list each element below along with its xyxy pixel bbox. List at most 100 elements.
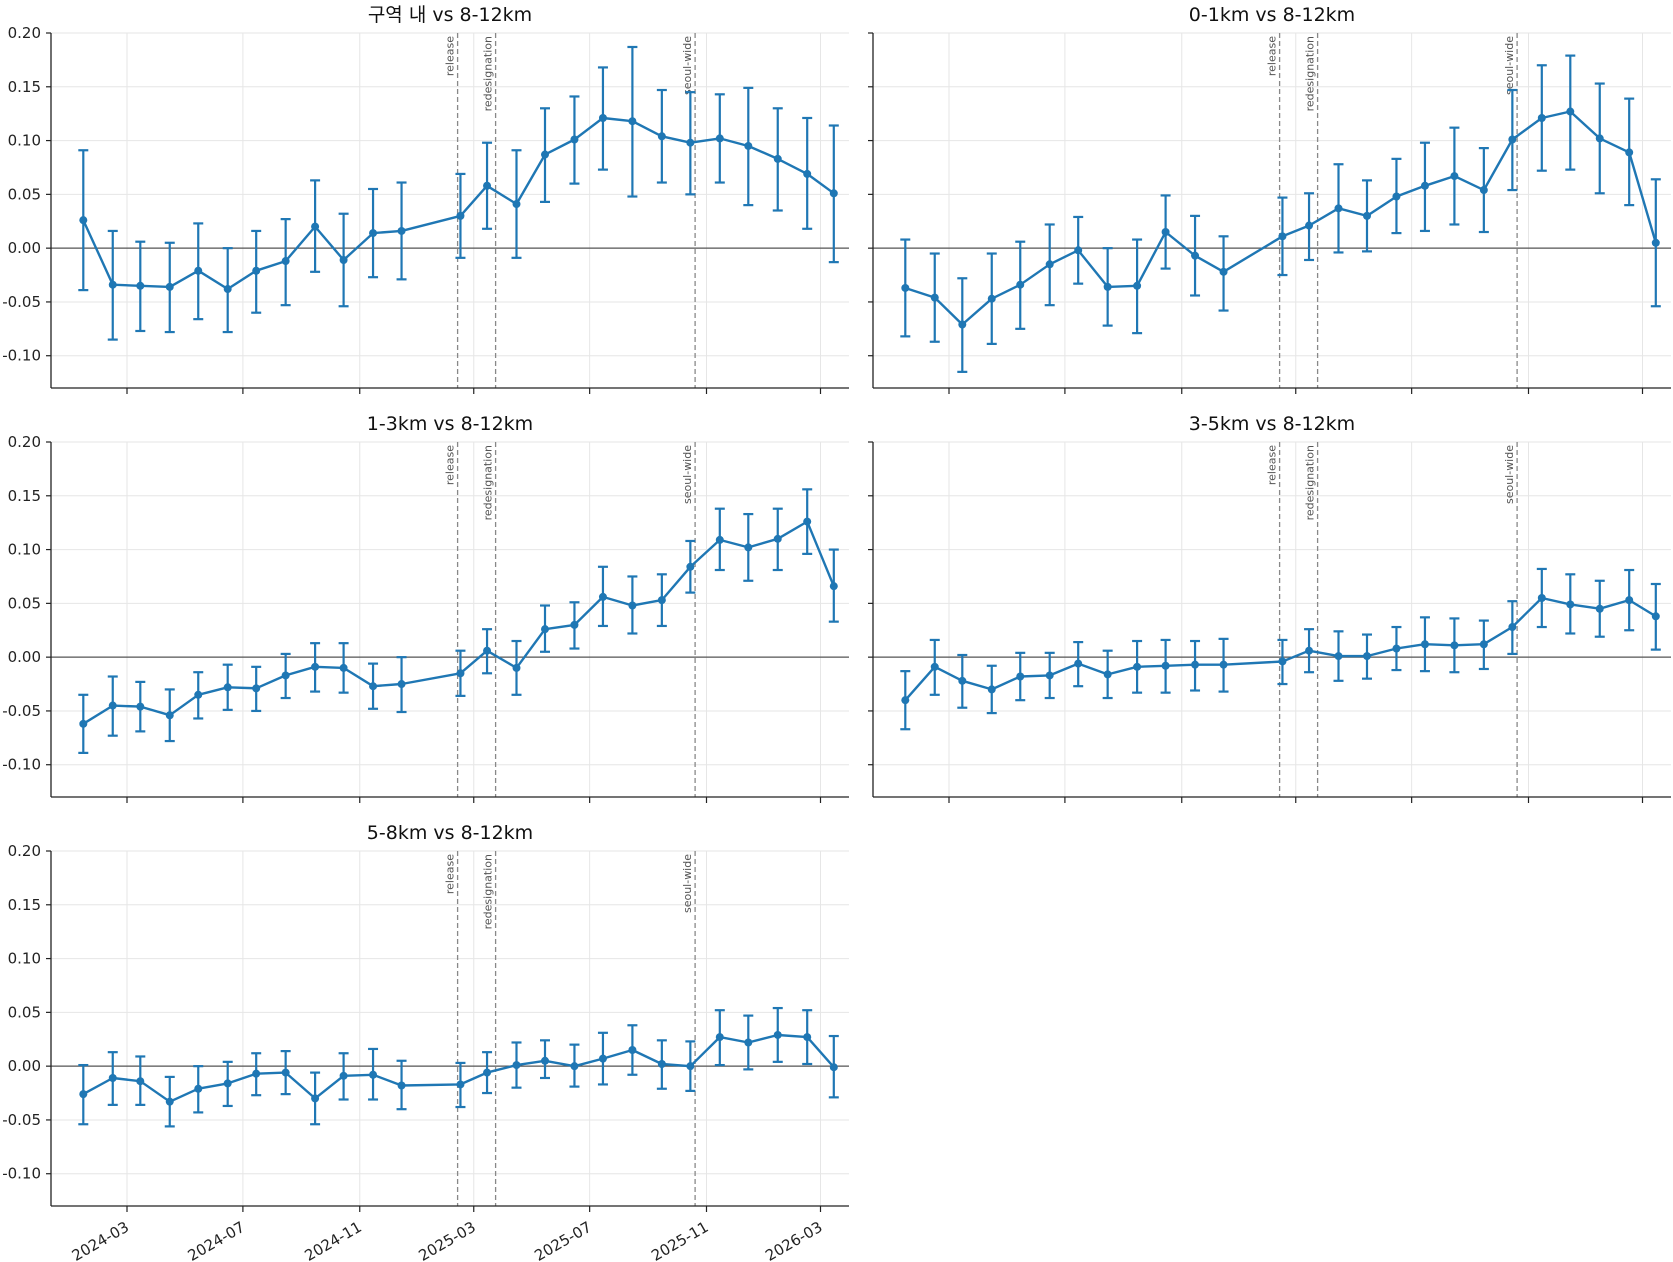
data-point <box>194 1084 203 1093</box>
data-point <box>541 625 549 634</box>
panel-title: 1-3km vs 8-12km <box>367 413 533 435</box>
data-point <box>657 1060 666 1068</box>
panel-title: 5-8km vs 8-12km <box>367 822 533 844</box>
data-point <box>1625 148 1634 157</box>
data-point <box>223 285 232 294</box>
data-point <box>108 1073 117 1082</box>
data-point <box>108 701 117 710</box>
data-point <box>311 222 320 231</box>
data-point <box>79 719 88 728</box>
data-point <box>686 138 695 147</box>
data-point <box>829 1063 838 1072</box>
data-point <box>456 1080 465 1089</box>
data-point <box>1016 280 1025 289</box>
data-point <box>987 294 996 303</box>
data-point <box>1219 267 1228 276</box>
event-label: seoul-wide <box>681 445 694 504</box>
data-point <box>930 662 939 671</box>
data-point <box>1363 211 1371 220</box>
panel-title: 구역 내 vs 8-12km <box>368 4 532 26</box>
data-point <box>397 226 406 235</box>
data-point <box>165 282 174 291</box>
data-point <box>252 684 261 693</box>
y-tick-label: 0.10 <box>8 132 41 150</box>
data-point <box>512 200 521 209</box>
y-tick-label: -0.05 <box>2 702 41 720</box>
x-tick-label: 2025-07 <box>531 1218 594 1262</box>
data-point <box>483 181 492 190</box>
data-point <box>1103 670 1112 679</box>
data-point <box>1625 596 1634 605</box>
data-point <box>598 592 607 601</box>
data-point <box>773 534 782 543</box>
y-tick-label: 0.05 <box>8 594 41 612</box>
event-label: release <box>1266 445 1279 485</box>
data-point <box>339 1071 348 1080</box>
data-point <box>369 1070 378 1079</box>
data-point <box>281 671 290 680</box>
panel-1: release redesignation seoul-wide -0.10 -0.05… <box>2 4 849 394</box>
data-point <box>1450 641 1459 650</box>
data-point <box>1566 600 1575 609</box>
data-point <box>744 543 753 552</box>
data-point <box>657 596 666 605</box>
data-point <box>829 582 838 591</box>
data-point <box>1479 640 1488 649</box>
series-line <box>82 116 835 291</box>
data-point <box>281 1068 290 1077</box>
y-tick-label: 0.00 <box>8 239 41 257</box>
data-point <box>901 283 910 292</box>
data-point <box>1045 671 1054 680</box>
y-tick-label: 0.10 <box>8 950 41 968</box>
event-label: redesignation <box>1304 36 1317 111</box>
data-point <box>773 154 782 163</box>
x-tick-label: 2025-11 <box>648 1218 711 1262</box>
data-point <box>773 1030 782 1039</box>
data-point <box>1595 604 1604 613</box>
event-label: release <box>1266 36 1279 76</box>
panel-3: release redesignation seoul-wide -0.10 -0.05… <box>2 413 849 803</box>
data-point <box>598 1054 607 1063</box>
data-point <box>136 702 145 711</box>
data-point <box>628 1046 637 1055</box>
data-point <box>223 683 232 692</box>
data-point <box>1074 659 1083 668</box>
event-label: seoul-wide <box>681 36 694 95</box>
panel-2: release redesignation seoul-wide 0-1km vs 8… <box>868 4 1671 394</box>
event-label: seoul-wide <box>1503 445 1516 504</box>
data-point <box>1045 260 1054 269</box>
series-line <box>904 596 1657 701</box>
data-point <box>1191 251 1200 260</box>
x-tick-label: 2025-03 <box>415 1218 478 1262</box>
data-point <box>1566 107 1575 116</box>
data-point <box>1651 238 1660 247</box>
data-point <box>598 113 607 122</box>
data-point <box>369 682 378 691</box>
data-point <box>136 1077 145 1086</box>
data-point <box>958 676 967 685</box>
y-tick-label: -0.05 <box>2 1111 41 1129</box>
data-point <box>1161 661 1170 670</box>
data-point <box>194 690 203 699</box>
event-label: seoul-wide <box>1503 36 1516 95</box>
data-point <box>1363 652 1371 661</box>
data-point <box>339 255 348 264</box>
data-point <box>223 1079 232 1088</box>
data-point <box>715 1033 724 1042</box>
y-tick-label: 0.00 <box>8 1057 41 1075</box>
event-label: seoul-wide <box>681 854 694 913</box>
event-label: redesignation <box>482 445 495 520</box>
panel-title: 3-5km vs 8-12km <box>1189 413 1355 435</box>
y-tick-label: -0.10 <box>2 1165 41 1183</box>
series-line <box>904 110 1657 326</box>
y-tick-label: 0.05 <box>8 1003 41 1021</box>
data-point <box>744 141 753 150</box>
data-point <box>686 1062 695 1071</box>
data-point <box>715 134 724 143</box>
data-point <box>541 150 549 159</box>
event-label: release <box>444 36 457 76</box>
data-point <box>79 1090 88 1099</box>
data-point <box>456 669 465 678</box>
data-point <box>1537 593 1546 602</box>
data-point <box>1334 652 1343 661</box>
